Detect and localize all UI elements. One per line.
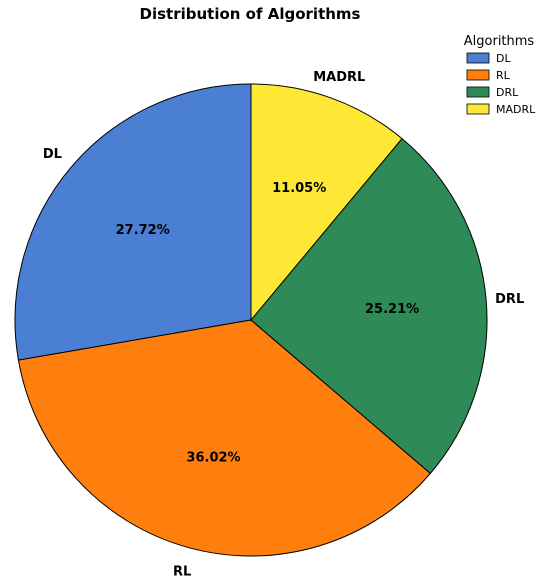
percentage-labels: 27.72% 36.02% 25.21% 11.05% — [116, 181, 420, 466]
percentage-label-madrl: 11.05% — [272, 181, 326, 196]
legend-entries: DL RL DRL MADRL — [466, 52, 536, 116]
category-label-dl: DL — [43, 147, 62, 162]
legend-label-dl: DL — [496, 52, 511, 65]
legend-label-drl: DRL — [496, 86, 519, 99]
category-label-madrl: MADRL — [313, 70, 365, 85]
category-label-drl: DRL — [495, 292, 524, 307]
pie-slice-rl — [17, 319, 432, 557]
pie-slice-dl — [14, 83, 252, 361]
percentage-label-dl: 27.72% — [116, 223, 170, 238]
chart-title: Distribution of Algorithms — [140, 5, 361, 23]
legend-label-rl: RL — [496, 69, 511, 82]
legend-swatch-drl — [466, 86, 490, 98]
legend: Algorithms DL RL DRL MADRL — [464, 34, 536, 116]
legend-swatch-madrl — [466, 103, 490, 115]
legend-swatch-dl — [466, 52, 490, 64]
percentage-label-rl: 36.02% — [186, 451, 240, 466]
legend-label-madrl: MADRL — [496, 103, 536, 116]
category-label-rl: RL — [173, 564, 191, 579]
pie-slice-drl — [250, 137, 488, 475]
pie-slices — [14, 83, 488, 557]
percentage-label-drl: 25.21% — [365, 302, 419, 317]
legend-title: Algorithms — [464, 34, 535, 49]
legend-swatch-rl — [466, 69, 490, 81]
pie-slice-madrl — [250, 83, 403, 322]
category-labels: DL RL DRL MADRL — [43, 70, 524, 579]
